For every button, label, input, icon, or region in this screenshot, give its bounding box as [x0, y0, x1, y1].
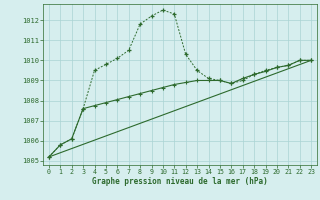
- X-axis label: Graphe pression niveau de la mer (hPa): Graphe pression niveau de la mer (hPa): [92, 177, 268, 186]
